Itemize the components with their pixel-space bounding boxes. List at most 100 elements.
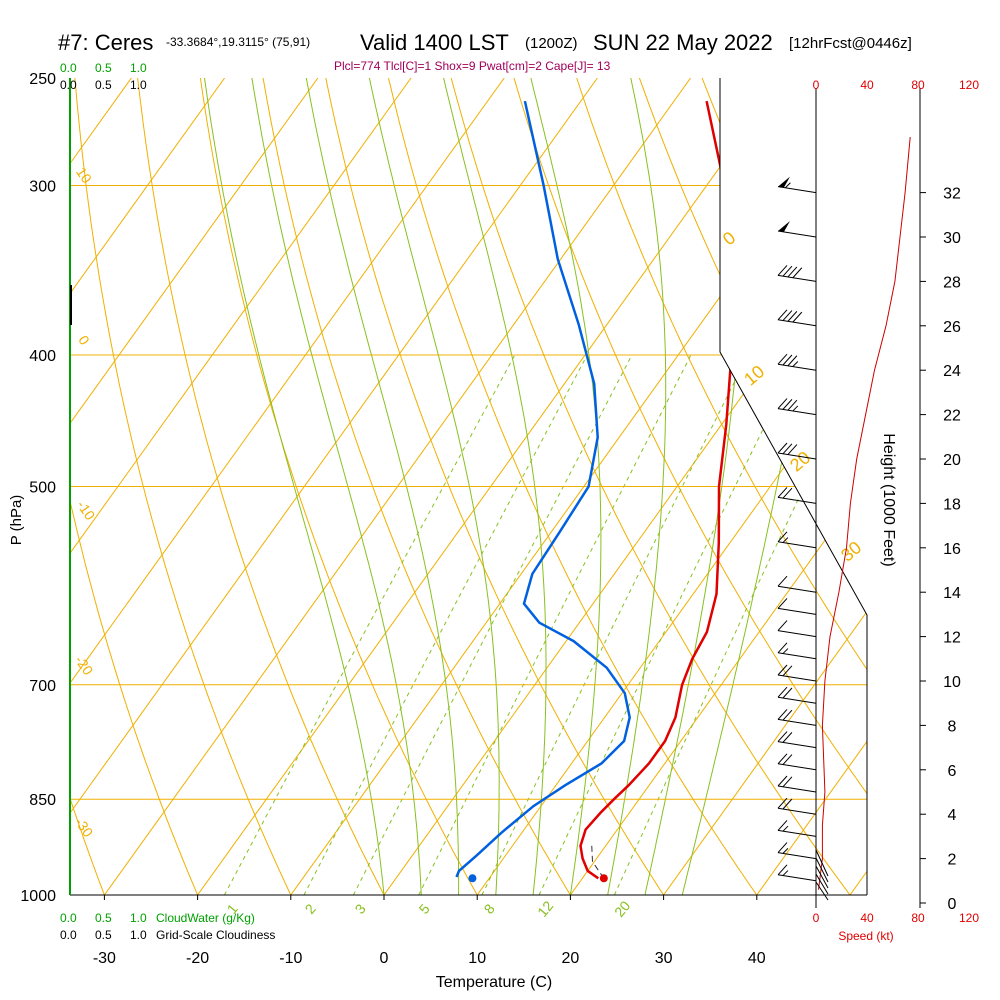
- barb-flag: [777, 598, 788, 609]
- height-tick-label: 2: [948, 852, 957, 869]
- mixing-ratio-line: [418, 354, 692, 895]
- speed-bottom-80: 80: [911, 911, 925, 925]
- barb-flag: [782, 665, 793, 677]
- barb-staff: [777, 230, 817, 238]
- wind-barb: [777, 753, 817, 771]
- y-tick-label: 250: [29, 71, 56, 88]
- barb-staff: [777, 363, 817, 371]
- wind-barb: [777, 664, 817, 682]
- barb-flag: [782, 399, 793, 410]
- height-tick-label: 30: [943, 230, 961, 247]
- y-tick-label: 1000: [20, 888, 56, 905]
- wind-barb: [777, 709, 817, 726]
- cloud-scale-bottom-green-0: 0.0: [60, 911, 77, 925]
- cloudiness-label: Grid-Scale Cloudiness: [156, 928, 275, 942]
- height-axis-title: Height (1000 Feet): [880, 433, 897, 566]
- height-tick-label: 10: [943, 674, 961, 691]
- barb-flag: [792, 267, 803, 279]
- station-title: #7: Ceres: [58, 30, 153, 55]
- surface-barb: [815, 873, 829, 895]
- barb-half-flag: [782, 537, 789, 543]
- isotherm-label: 10: [740, 361, 768, 389]
- wind-barb: [777, 309, 817, 327]
- dry-adiabat-line: [262, 78, 571, 895]
- y-tick-label: 850: [29, 792, 56, 809]
- height-tick-label: 20: [943, 452, 961, 469]
- barb-flag: [777, 820, 788, 831]
- barb-flag: [777, 620, 788, 631]
- height-tick-label: 26: [943, 319, 961, 336]
- mixing-ratio-line: [613, 354, 867, 895]
- x-tick-label: 20: [562, 950, 580, 967]
- speed-scale-bottom: 0 40 80 120 Speed (kt): [813, 911, 980, 943]
- mixing-ratio-line: [352, 354, 633, 895]
- x-axis-title: Temperature (C): [436, 974, 552, 991]
- surface-barb: [815, 881, 829, 901]
- barb-staff: [777, 274, 817, 282]
- wind-barb: [777, 797, 817, 815]
- valid-time: Valid 1400 LST: [360, 30, 509, 55]
- barb-staff: [777, 874, 817, 882]
- barb-flag: [782, 265, 793, 277]
- height-tick-label: 0: [948, 896, 957, 913]
- barb-flag: [777, 575, 788, 587]
- barb-half-flag: [782, 648, 789, 654]
- barb-flag: [777, 664, 788, 676]
- x-tick-label: -30: [93, 950, 116, 967]
- barb-half-flag: [782, 870, 789, 876]
- barb-half-flag: [782, 825, 789, 832]
- moist-adiabat-line: [305, 78, 460, 895]
- barb-flag: [782, 732, 793, 743]
- wind-barb: [777, 575, 817, 593]
- barb-flag: [782, 310, 793, 321]
- barb-staff: [777, 408, 817, 416]
- mixing-ratio-label: 8: [481, 901, 498, 917]
- barb-flag: [792, 311, 803, 323]
- wind-barb: [777, 642, 817, 660]
- barb-flag: [777, 531, 788, 543]
- barb-staff: [777, 696, 817, 704]
- height-tick-label: 14: [943, 585, 961, 602]
- temperature-profile: [579, 100, 734, 880]
- barb-staff: [777, 319, 817, 327]
- y-axis-title: P (hPa): [8, 495, 25, 546]
- barb-staff: [777, 829, 817, 837]
- barb-half-flag: [785, 182, 791, 189]
- barb-flag: [777, 309, 788, 321]
- barb-flag: [777, 842, 788, 853]
- dry-adiabat-line: [0, 78, 11, 895]
- barb-flag: [787, 311, 798, 322]
- x-tick-label: 0: [380, 950, 389, 967]
- barb-flag: [777, 398, 788, 409]
- barb-staff: [777, 741, 817, 749]
- wind-barb: [777, 442, 817, 460]
- height-tick-label: 18: [943, 496, 961, 513]
- wind-barb: [777, 598, 817, 615]
- barb-flag: [777, 753, 788, 765]
- forecast-date: SUN 22 May 2022: [593, 30, 773, 55]
- barb-staff: [777, 496, 817, 504]
- speed-scale-top: 0 40 80 120: [813, 78, 980, 92]
- dry-adiabat-line: [70, 78, 105, 895]
- wind-barb: [777, 820, 817, 837]
- barb-staff: [777, 607, 817, 615]
- cloud-scale-top-green-1: 0.5: [95, 61, 112, 75]
- barb-flag: [787, 444, 798, 455]
- barb-staff: [777, 785, 817, 793]
- wind-barb: [777, 775, 817, 793]
- wind-barb: [777, 221, 817, 238]
- x-tick-label: 10: [468, 950, 486, 967]
- mixing-ratio-label: 3: [352, 901, 369, 917]
- cloudwater-label: CloudWater (g/Kg): [156, 911, 255, 925]
- barb-flag: [777, 864, 788, 876]
- dry-adiabat-line: [70, 78, 199, 895]
- barb-flag: [777, 265, 788, 276]
- isotherm-line: [70, 78, 226, 895]
- x-tick-label: 40: [748, 950, 766, 967]
- zulu-time: (1200Z): [525, 35, 578, 52]
- x-tick-label: -20: [186, 950, 209, 967]
- y-tick-label: 300: [29, 178, 56, 195]
- height-tick-label: 32: [943, 186, 961, 203]
- barb-flag: [777, 353, 788, 365]
- moist-adiabat-line: [607, 78, 667, 895]
